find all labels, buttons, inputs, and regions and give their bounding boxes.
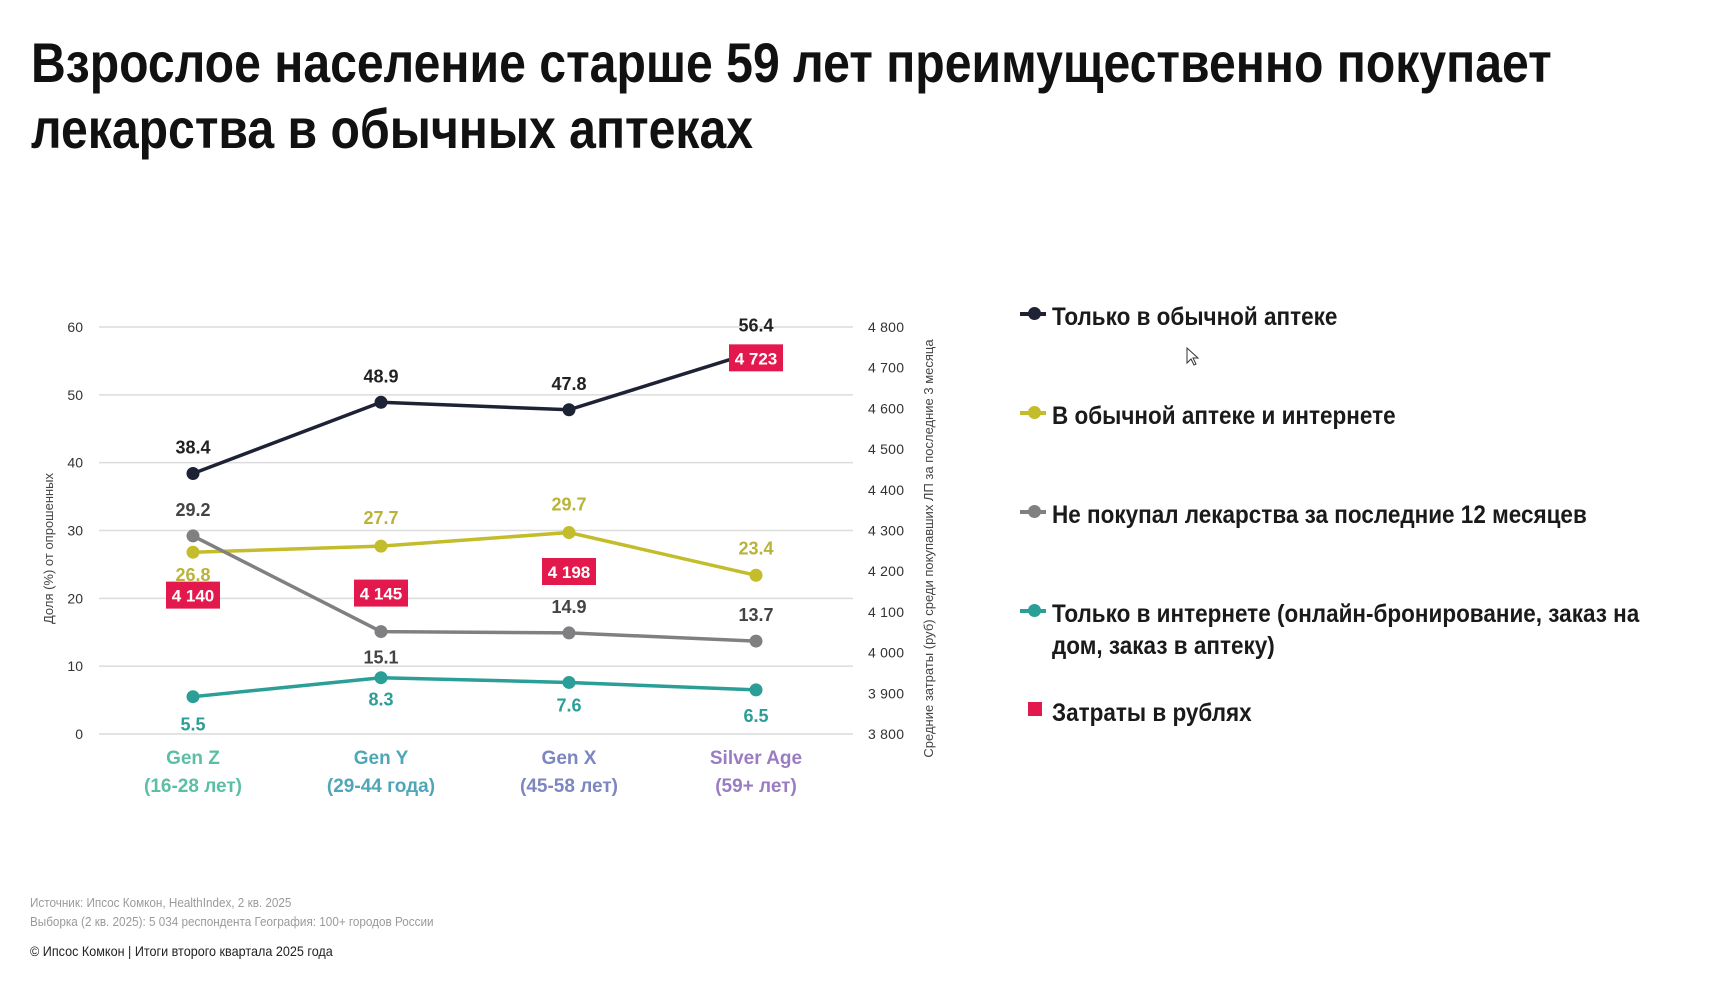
- mouse-cursor-icon: [1186, 347, 1200, 366]
- data-point: [186, 529, 200, 543]
- legend-item-not-bought: Не покупал лекарства за последние 12 мес…: [1016, 499, 1646, 531]
- y-axis-title: Доля (%) от опрошенных: [41, 472, 56, 624]
- legend-label: Только в обычной аптеке: [1052, 303, 1338, 331]
- x-category-label: Gen Z: [166, 748, 220, 769]
- data-point: [186, 690, 200, 704]
- footer-source: Источник: Ипсос Комкон, HealthIndex, 2 к…: [30, 895, 292, 910]
- data-label: 8.3: [368, 690, 393, 710]
- legend-marker-icon: [1016, 400, 1052, 424]
- y2-tick-label: 4 700: [868, 360, 904, 376]
- y-tick-label: 10: [67, 658, 83, 674]
- legend-marker-icon: [1016, 499, 1052, 523]
- data-label: 27.7: [363, 508, 398, 528]
- spending-box: [166, 581, 220, 609]
- data-label: 23.4: [738, 538, 773, 558]
- legend-marker-icon: [1016, 301, 1052, 325]
- legend-item-pharmacy-only: Только в обычной аптеке: [1016, 301, 1369, 333]
- data-label: 48.9: [363, 366, 398, 386]
- data-point: [374, 395, 388, 409]
- data-point: [562, 403, 576, 417]
- series-line: [192, 349, 757, 476]
- spending-box: [542, 558, 596, 586]
- x-category-sublabel: (59+ лет): [715, 776, 797, 797]
- legend-label: Не покупал лекарства за последние 12 мес…: [1052, 501, 1587, 529]
- y2-tick-label: 3 800: [868, 726, 904, 742]
- footer-sample: Выборка (2 кв. 2025): 5 034 респондента …: [30, 914, 434, 929]
- data-point: [749, 568, 763, 582]
- legend-label: В обычной аптеке и интернете: [1052, 402, 1396, 430]
- legend-item-internet-only: Только в интернете (онлайн-бронирование,…: [1016, 598, 1705, 662]
- page-title: Взрослое население старше 59 лет преимущ…: [31, 30, 1552, 162]
- spending-box: [729, 344, 783, 372]
- y2-tick-label: 3 900: [868, 685, 904, 701]
- spending-box: [354, 579, 408, 607]
- legend-square-icon: [1016, 697, 1052, 721]
- data-point: [374, 625, 388, 639]
- data-point: [749, 683, 763, 697]
- data-label: 26.8: [175, 565, 210, 585]
- data-label: 56.4: [738, 315, 773, 335]
- x-category-sublabel: (29-44 года): [327, 776, 435, 797]
- y2-tick-label: 4 000: [868, 645, 904, 661]
- y-tick-label: 30: [67, 523, 83, 539]
- legend-label: дом, заказ в аптеку): [1052, 632, 1275, 660]
- data-label: 29.7: [551, 495, 586, 515]
- x-category-label: Gen X: [542, 748, 597, 769]
- x-category-sublabel: (45-58 лет): [520, 776, 618, 797]
- y2-tick-label: 4 400: [868, 482, 904, 498]
- y2-tick-label: 4 200: [868, 563, 904, 579]
- spending-label: 4 145: [360, 585, 403, 604]
- spending-label: 4 198: [548, 563, 591, 582]
- spending-label: 4 723: [735, 349, 778, 368]
- data-label: 14.9: [551, 597, 586, 617]
- data-point: [562, 675, 576, 689]
- y2-tick-label: 4 300: [868, 523, 904, 539]
- y-tick-label: 40: [67, 455, 83, 471]
- title-line-2: лекарства в обычных аптеках: [31, 97, 754, 160]
- y-tick-label: 50: [67, 387, 83, 403]
- title-line-1: Взрослое население старше 59 лет преимущ…: [31, 31, 1552, 94]
- legend-item-pharmacy-and-internet: В обычной аптеке и интернете: [1016, 400, 1434, 432]
- data-label: 38.4: [175, 438, 210, 458]
- legend-item-spending: Затраты в рублях: [1016, 697, 1274, 729]
- footer-copyright: © Ипсос Комкон | Итоги второго квартала …: [30, 943, 333, 959]
- x-category-sublabel: (16-28 лет): [144, 776, 242, 797]
- data-label: 5.5: [180, 715, 205, 735]
- legend-label: Только в интернете (онлайн-бронирование,…: [1052, 600, 1640, 628]
- data-point: [186, 545, 200, 559]
- data-point: [562, 626, 576, 640]
- x-category-label: Gen Y: [354, 748, 409, 769]
- y2-tick-label: 4 500: [868, 441, 904, 457]
- data-point: [374, 671, 388, 685]
- x-category-label: Silver Age: [710, 748, 802, 769]
- y2-tick-label: 4 600: [868, 400, 904, 416]
- data-point: [749, 634, 763, 648]
- data-label: 6.5: [743, 706, 768, 726]
- data-label: 13.7: [738, 605, 773, 625]
- legend-label: Затраты в рублях: [1052, 699, 1252, 727]
- series-line: [192, 534, 757, 643]
- data-label: 7.6: [556, 695, 581, 715]
- data-label: 47.8: [551, 374, 586, 394]
- data-point: [374, 539, 388, 553]
- data-point: [186, 467, 200, 481]
- y-tick-label: 20: [67, 590, 83, 606]
- y2-axis-title: Средние затраты (руб) среди покупавших Л…: [921, 339, 936, 758]
- data-label: 29.2: [175, 500, 210, 520]
- series-line: [192, 530, 757, 577]
- y-tick-label: 60: [67, 319, 83, 335]
- y-tick-label: 0: [75, 726, 83, 742]
- legend-marker-icon: [1016, 598, 1052, 622]
- data-point: [562, 526, 576, 540]
- y2-tick-label: 4 800: [868, 319, 904, 335]
- spending-label: 4 140: [172, 587, 215, 606]
- series-line: [192, 675, 757, 699]
- data-label: 15.1: [363, 648, 398, 668]
- y2-tick-label: 4 100: [868, 604, 904, 620]
